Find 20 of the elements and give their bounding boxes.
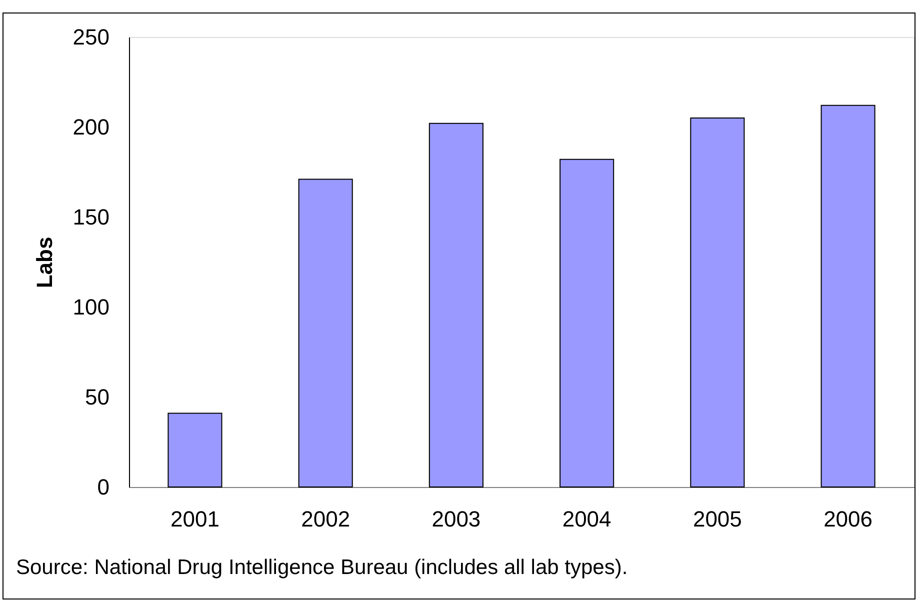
source-note: Source: National Drug Intelligence Bureau (includes all lab types). <box>16 556 628 579</box>
bar <box>428 122 484 488</box>
y-tick-label: 200 <box>72 114 110 140</box>
y-tick-label: 250 <box>72 24 110 50</box>
y-tick-label: 150 <box>72 204 110 230</box>
bar <box>560 158 614 488</box>
x-tick-label: 2001 <box>170 506 220 532</box>
x-tick-label: 2002 <box>301 506 350 532</box>
x-tick-label: 2005 <box>692 506 742 532</box>
y-tick-label: 50 <box>85 384 110 410</box>
y-axis-title: Labs <box>32 236 57 288</box>
bar <box>168 412 222 488</box>
y-tick-label: 0 <box>97 474 110 500</box>
x-tick-label: 2003 <box>432 506 481 532</box>
bar <box>298 178 353 488</box>
bar <box>690 118 745 488</box>
x-tick-label: 2006 <box>824 506 873 532</box>
y-tick-label: 100 <box>72 294 110 320</box>
bar <box>820 104 876 488</box>
x-tick-label: 2004 <box>562 506 612 532</box>
